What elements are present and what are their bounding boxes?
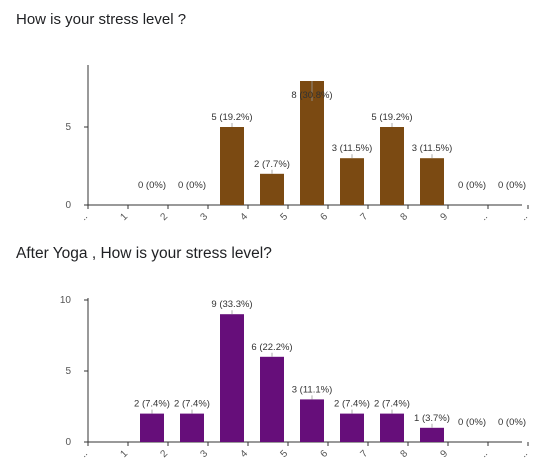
- chart-title-before: How is your stress level ?: [16, 11, 187, 28]
- x-tick-label: ..: [518, 448, 530, 460]
- x-tick-label: 3: [198, 448, 210, 460]
- bar: [420, 427, 444, 442]
- x-tick-label: 9: [438, 448, 450, 460]
- bar: [260, 173, 284, 205]
- stress-before-chart: 05.. 10 (0%)20 (0%)35 (19.2%)42 (7.7%)58 …: [65, 65, 530, 223]
- x-tick-label: 7: [358, 448, 370, 460]
- bar: [180, 413, 204, 442]
- bar: [260, 356, 284, 442]
- y-tick-label: 0: [65, 200, 71, 211]
- data-label: 1 (3.7%): [414, 413, 450, 424]
- bar: [340, 413, 364, 442]
- bar: [380, 127, 404, 205]
- bar: [220, 127, 244, 205]
- data-label: 0 (0%): [498, 180, 526, 191]
- data-label: 5 (19.2%): [371, 112, 412, 123]
- data-label: 2 (7.4%): [334, 399, 370, 410]
- data-label: 9 (33.3%): [211, 299, 252, 310]
- x-tick-label: 2: [158, 448, 170, 460]
- data-label: 0 (0%): [458, 417, 486, 428]
- x-tick-label: 1: [118, 448, 130, 460]
- x-tick-label: 8: [398, 448, 410, 460]
- x-tick-label: ..: [78, 448, 90, 460]
- data-label: 3 (11.5%): [412, 143, 452, 154]
- bar: [140, 413, 164, 442]
- bar: [300, 399, 324, 442]
- data-label: 0 (0%): [458, 180, 486, 191]
- data-label: 2 (7.7%): [254, 159, 290, 170]
- x-tick-label: 4: [238, 448, 250, 460]
- data-label: 3 (11.5%): [332, 143, 372, 154]
- data-label: 0 (0%): [178, 180, 206, 191]
- chart-title-after: After Yoga , How is your stress level?: [16, 245, 272, 262]
- x-tick-label: 6: [318, 448, 330, 460]
- data-label: 2 (7.4%): [174, 399, 210, 410]
- bar: [380, 413, 404, 442]
- data-label: 6 (22.2%): [251, 342, 292, 353]
- data-label: 2 (7.4%): [134, 399, 170, 410]
- x-tick-label: ..: [478, 448, 490, 460]
- data-label: 3 (11.1%): [292, 384, 332, 395]
- y-tick-label: 5: [65, 122, 71, 133]
- data-label: 0 (0%): [498, 417, 526, 428]
- bar: [300, 81, 324, 205]
- data-label: 8 (30.8%): [291, 90, 332, 101]
- data-label: 2 (7.4%): [374, 399, 410, 410]
- bar: [220, 314, 244, 442]
- x-tick-label: ..: [78, 211, 90, 223]
- x-tick-label: ..: [478, 211, 490, 223]
- y-tick-label: 10: [60, 295, 72, 306]
- x-tick-label: ..: [518, 211, 530, 223]
- data-label: 0 (0%): [138, 180, 166, 191]
- data-label: 5 (19.2%): [211, 112, 252, 123]
- bar: [340, 158, 364, 205]
- y-tick-label: 5: [65, 366, 71, 377]
- bar: [420, 158, 444, 205]
- x-tick-label: 5: [278, 448, 290, 460]
- y-tick-label: 0: [65, 437, 71, 448]
